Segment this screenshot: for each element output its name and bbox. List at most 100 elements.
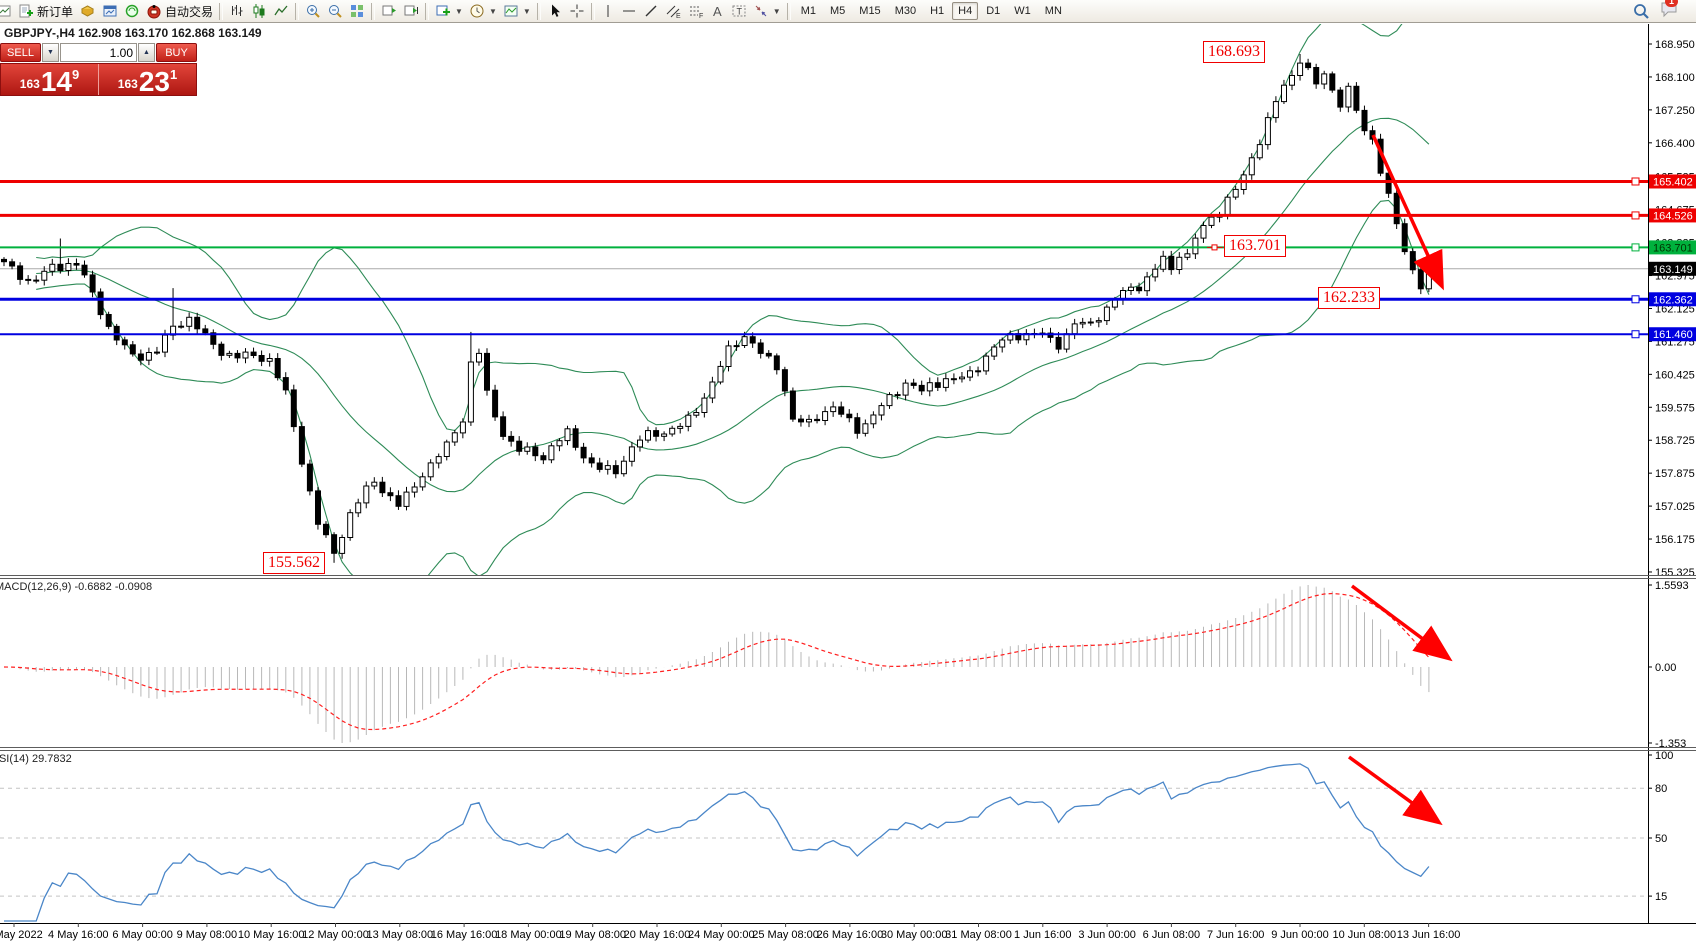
candle: [113, 325, 120, 341]
blue-window-icon: [103, 5, 117, 17]
timeframe-m15[interactable]: M15: [859, 5, 881, 17]
candle: [363, 485, 370, 504]
auto-trading-button[interactable]: 自动交易: [143, 1, 216, 21]
sell-price[interactable]: 163 14 9: [1, 64, 99, 96]
crosshair-tool-button[interactable]: [566, 1, 588, 21]
candle: [178, 325, 185, 328]
candle: [65, 263, 72, 271]
time-tick-label: 13 May 08:00: [366, 929, 433, 941]
buy-button[interactable]: BUY: [156, 43, 197, 62]
price-annotation[interactable]: 163.701: [1224, 235, 1286, 257]
volume-input[interactable]: [60, 43, 137, 62]
candle: [733, 345, 740, 348]
price-chip-label: 162.362: [1653, 294, 1693, 306]
candle: [17, 265, 24, 280]
candle: [1337, 89, 1344, 108]
candle: [306, 463, 313, 492]
candle: [983, 355, 990, 372]
bar-chart-type-button[interactable]: [226, 1, 248, 21]
trend-arrow[interactable]: [1371, 134, 1444, 291]
clipped-toolbar-icon[interactable]: [0, 1, 15, 21]
candle: [1144, 276, 1151, 292]
trendline-tool[interactable]: [640, 1, 662, 21]
timeframe-m1[interactable]: M1: [800, 5, 816, 17]
candle: [121, 339, 128, 346]
auto-scroll-button[interactable]: [378, 1, 400, 21]
buy-price[interactable]: 163 23 1: [99, 64, 196, 96]
candle: [194, 316, 201, 330]
price-annotation[interactable]: 168.693: [1203, 41, 1265, 63]
trend-arrow[interactable]: [1350, 584, 1453, 662]
timeframe-w1[interactable]: W1: [1014, 5, 1031, 17]
arrows-tool[interactable]: ▼: [750, 1, 784, 21]
periods-button[interactable]: ▼: [466, 1, 500, 21]
candle: [154, 351, 160, 354]
hline-objects[interactable]: [0, 177, 1648, 339]
price-annotation[interactable]: 155.562: [263, 552, 325, 574]
candle: [1305, 62, 1312, 69]
candle: [975, 370, 982, 373]
candle: [57, 263, 64, 271]
text-tool[interactable]: A: [708, 1, 728, 21]
shapes-icon: [755, 5, 767, 17]
candle: [532, 446, 539, 457]
timeframe-d1[interactable]: D1: [986, 5, 1001, 17]
price-tick: 155.325: [1655, 567, 1695, 579]
time-tick-label: 7 Jun 16:00: [1207, 929, 1265, 941]
candle: [604, 465, 611, 470]
sell-button[interactable]: SELL: [0, 43, 41, 62]
fibonacci-tool[interactable]: F: [685, 1, 708, 21]
candle: [580, 446, 587, 459]
candle: [1152, 268, 1159, 278]
macd-tick: 1.5593: [1655, 580, 1689, 592]
tile-windows-button[interactable]: [346, 1, 368, 21]
timeframe-mn[interactable]: MN: [1044, 5, 1062, 17]
candle: [97, 291, 104, 316]
templates-button[interactable]: ▼: [500, 1, 534, 21]
market-watch-button[interactable]: [76, 1, 99, 21]
price-tick: 158.725: [1655, 435, 1695, 447]
zoom-in-button[interactable]: [302, 1, 324, 21]
text-label-tool[interactable]: T: [728, 1, 750, 21]
candle: [765, 352, 772, 357]
candle: [459, 421, 466, 434]
candle: [781, 369, 788, 392]
candle: [492, 389, 499, 418]
notifications-button[interactable]: 1: [1660, 0, 1680, 23]
timeframe-h1[interactable]: H1: [930, 5, 945, 17]
candle-chart-type-button[interactable]: [248, 1, 270, 21]
horizontal-line-tool[interactable]: [618, 1, 640, 21]
macd-signal-line: [3, 592, 1430, 731]
charts-window-button[interactable]: [99, 1, 121, 21]
candle: [902, 382, 909, 396]
cursor-tool-button[interactable]: [544, 1, 566, 21]
candle: [73, 263, 80, 266]
new-order-button[interactable]: 新订单: [15, 1, 76, 21]
price-annotation[interactable]: 162.233: [1318, 287, 1380, 309]
candle: [862, 423, 869, 434]
timeframe-m30[interactable]: M30: [894, 5, 917, 17]
main-price-panel: [0, 24, 1648, 575]
price-axis[interactable]: 168.950168.100167.250166.400165.525164.6…: [1648, 39, 1696, 903]
price-tick: 168.100: [1655, 72, 1695, 84]
signals-button[interactable]: [121, 1, 143, 21]
vertical-line-tool[interactable]: [598, 1, 618, 21]
candle: [926, 382, 933, 392]
new-chart-button[interactable]: ▼: [432, 1, 466, 21]
timeframe-m5[interactable]: M5: [830, 5, 846, 17]
candle: [9, 261, 16, 267]
volume-increase-button[interactable]: ▲: [138, 43, 155, 62]
sell-price-prefix: 163: [19, 77, 40, 91]
search-icon[interactable]: [1632, 2, 1650, 20]
timeframe-h4[interactable]: H4: [952, 2, 979, 20]
candle: [1329, 73, 1336, 91]
trend-arrow[interactable]: [1347, 755, 1443, 826]
line-chart-type-button[interactable]: [270, 1, 292, 21]
line-handle: [1631, 177, 1640, 186]
volume-decrease-button[interactable]: ▼: [42, 43, 59, 62]
chart-shift-button[interactable]: [400, 1, 422, 21]
channel-tool[interactable]: E: [662, 1, 685, 21]
zoom-out-button[interactable]: [324, 1, 346, 21]
time-axis[interactable]: 3 May 2022 4 May 16:006 May 00:00 9 May 08…: [0, 923, 1460, 941]
